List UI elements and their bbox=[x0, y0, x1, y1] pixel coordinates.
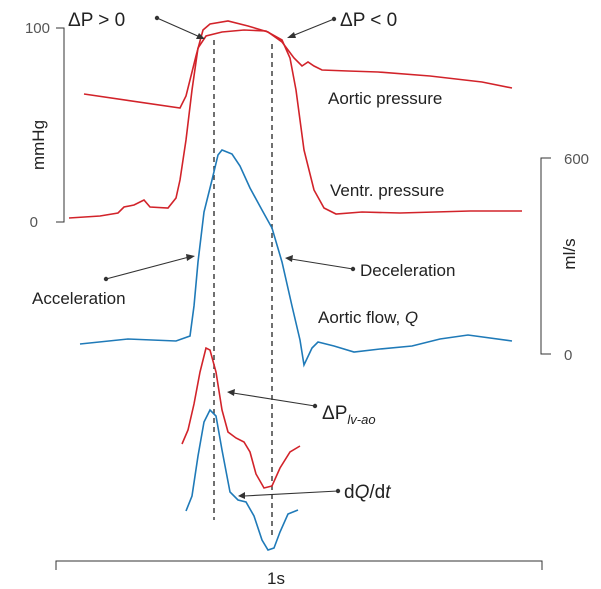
dp-positive-arrow bbox=[156, 17, 201, 38]
acceleration-label: Acceleration bbox=[32, 289, 126, 308]
dp-negative-label: ΔP < 0 bbox=[340, 10, 397, 31]
right-axis: 600 0 ml/s bbox=[540, 151, 589, 364]
time-scale-label: 1s bbox=[267, 569, 285, 588]
left-axis-line bbox=[56, 27, 65, 223]
right-axis-line bbox=[540, 157, 551, 355]
time-scale-bar: 1s bbox=[55, 560, 543, 588]
acceleration-arrowhead bbox=[186, 254, 195, 261]
ventr-pressure-label: Ventr. pressure bbox=[330, 181, 444, 200]
dp-negative-arrow bbox=[291, 18, 335, 37]
deceleration-arrowhead bbox=[285, 255, 293, 262]
deceleration-label: Deceleration bbox=[360, 261, 455, 280]
right-tick-bottom: 0 bbox=[564, 347, 572, 364]
aortic-pressure-label: Aortic pressure bbox=[328, 89, 442, 108]
right-axis-unit: ml/s bbox=[560, 238, 579, 269]
aortic-flow-label: Aortic flow, Q bbox=[318, 308, 418, 327]
dqdt-label: dQ/dt bbox=[344, 482, 391, 503]
aortic-flow-trace bbox=[79, 149, 513, 368]
left-tick-top: 100 bbox=[25, 20, 50, 37]
dp-negative-annotation: ΔP < 0 bbox=[287, 10, 397, 38]
dp-lvao-label: ΔPlv-ao bbox=[322, 403, 376, 427]
dqdt-trace bbox=[185, 408, 299, 551]
ventricular-pressure-trace bbox=[68, 29, 522, 219]
acceleration-annotation: Acceleration bbox=[32, 254, 195, 308]
left-axis-unit: mmHg bbox=[29, 120, 48, 170]
right-tick-top: 600 bbox=[564, 151, 589, 168]
dp-positive-annotation: ΔP > 0 bbox=[68, 10, 205, 39]
dp-lvao-annotation: ΔPlv-ao bbox=[227, 389, 376, 427]
dqdt-arrow bbox=[243, 490, 339, 497]
dp-positive-arrowhead bbox=[196, 33, 205, 39]
dp-negative-arrowhead bbox=[287, 32, 296, 38]
acceleration-arrow bbox=[105, 256, 190, 280]
dp-positive-label: ΔP > 0 bbox=[68, 10, 125, 31]
deceleration-arrow bbox=[290, 258, 354, 270]
pressure-difference-trace bbox=[181, 346, 301, 489]
dp-lvao-arrowhead bbox=[227, 389, 235, 396]
dqdt-annotation: dQ/dt bbox=[238, 482, 391, 503]
dp-lvao-arrow bbox=[232, 392, 316, 407]
deceleration-annotation: Deceleration bbox=[285, 255, 455, 280]
dqdt-arrowhead bbox=[238, 492, 245, 499]
left-axis: 100 0 mmHg bbox=[25, 20, 65, 231]
left-tick-bottom: 0 bbox=[30, 214, 38, 231]
time-scale-line bbox=[55, 560, 543, 570]
